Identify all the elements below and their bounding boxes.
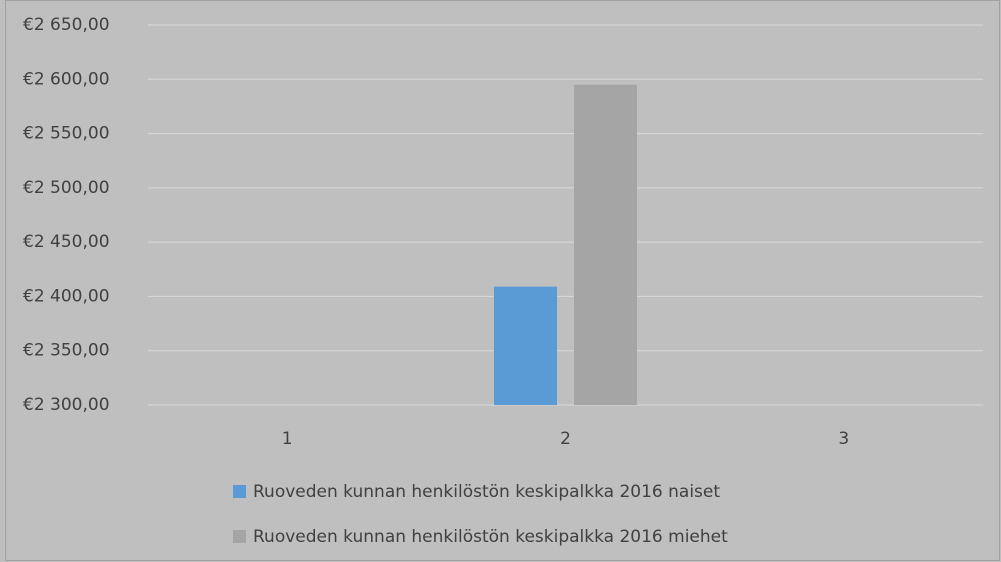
chart-frame [5, 0, 1000, 561]
legend-swatch [233, 530, 246, 543]
x-tick-label: 1 [282, 429, 293, 449]
legend-label: Ruoveden kunnan henkilöstön keskipalkka … [253, 527, 728, 547]
y-tick-label: €2 600,00 [23, 69, 110, 89]
y-tick-label: €2 500,00 [23, 178, 110, 198]
bar [494, 286, 557, 405]
y-tick-label: €2 300,00 [23, 395, 110, 415]
y-tick-label: €2 650,00 [23, 15, 110, 35]
bar [574, 84, 637, 405]
y-tick-label: €2 550,00 [23, 124, 110, 144]
legend-label: Ruoveden kunnan henkilöstön keskipalkka … [253, 482, 720, 502]
y-tick-label: €2 350,00 [23, 341, 110, 361]
legend-swatch [233, 485, 246, 498]
y-tick-label: €2 400,00 [23, 286, 110, 306]
x-tick-label: 2 [560, 429, 571, 449]
x-tick-label: 3 [838, 429, 849, 449]
y-tick-label: €2 450,00 [23, 232, 110, 252]
